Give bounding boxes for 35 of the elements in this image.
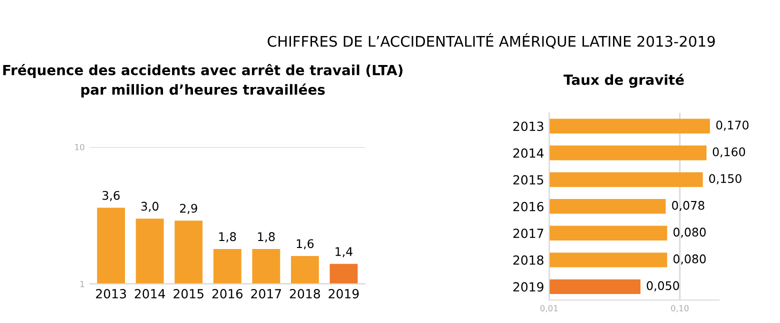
data-label: 1,8 [219, 232, 236, 242]
y-tick-label: 2013 [513, 122, 544, 132]
data-label: 1,8 [258, 232, 275, 242]
y-tick-label: 2018 [513, 255, 544, 265]
data-label: 0,160 [712, 147, 746, 158]
data-label: 0,080 [673, 228, 706, 238]
y-tick-label: 2017 [513, 228, 544, 238]
chart-title: Taux de gravité [564, 74, 684, 88]
data-label: 3,0 [141, 202, 158, 212]
x-tick-label: 2017 [251, 289, 281, 298]
data-label: 0,078 [672, 200, 704, 212]
x-tick-label: 2015 [174, 289, 204, 298]
data-label: 2,9 [180, 204, 198, 214]
data-label: 3,6 [102, 190, 120, 202]
data-label: 0,050 [646, 281, 680, 292]
data-label: 1,6 [296, 239, 314, 250]
x-tick-label: 2016 [212, 289, 242, 298]
data-label: 0,170 [716, 120, 749, 131]
data-label: 0,080 [673, 254, 706, 265]
y-tick-label: 10 [75, 144, 84, 150]
x-tick-label: 2018 [290, 289, 320, 298]
data-label: 1,4 [336, 247, 352, 258]
x-tick-label: 2013 [96, 289, 126, 298]
y-tick-label: 2019 [513, 282, 544, 292]
y-tick-label: 2014 [513, 148, 544, 158]
y-tick-label: 2016 [513, 202, 544, 212]
text: CHIFFRES DE L’ACCIDENTALITÉ AMÉRIQUE LATINE 2013-2019 [268, 33, 715, 49]
x-tick-label: 0,01 [540, 305, 558, 312]
x-tick-label: 2019 [328, 289, 359, 298]
x-tick-label: 2014 [134, 289, 166, 298]
y-tick-label: 1 [80, 281, 84, 288]
y-tick-label: 2015 [513, 175, 544, 185]
data-label: 0,150 [709, 174, 742, 184]
chart-title: Fréquence des accidents avec arrêt de travail (LTA) par million d’heures travaillées [3, 64, 402, 98]
x-tick-label: 0,10 [671, 305, 689, 312]
